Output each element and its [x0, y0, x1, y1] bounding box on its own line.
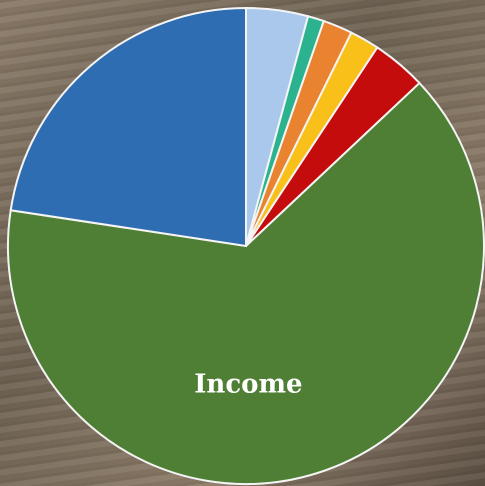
- slice-label: Income: [194, 369, 302, 399]
- pie-slice: [9, 6, 247, 248]
- pie-slice: [7, 81, 485, 485]
